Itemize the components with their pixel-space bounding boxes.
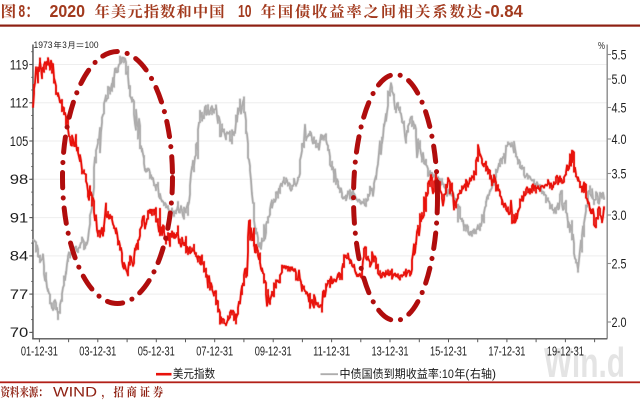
svg-text:05-12-31: 05-12-31 <box>138 345 175 359</box>
svg-text:17-12-31: 17-12-31 <box>488 345 525 359</box>
svg-text:19-12-31: 19-12-31 <box>547 345 584 359</box>
svg-text:3.5: 3.5 <box>612 165 627 181</box>
svg-text:4.0: 4.0 <box>612 131 627 147</box>
svg-text:77: 77 <box>10 286 29 302</box>
svg-text:105: 105 <box>10 133 29 149</box>
svg-text:98: 98 <box>10 171 29 187</box>
svg-text:119: 119 <box>10 56 29 72</box>
svg-text:91: 91 <box>10 209 29 225</box>
svg-text:13-12-31: 13-12-31 <box>372 345 409 359</box>
svg-text:100: 100 <box>85 40 99 50</box>
svg-text:03-12-31: 03-12-31 <box>79 345 116 359</box>
svg-text:Win.d: Win.d <box>544 339 625 386</box>
svg-text:WIND: WIND <box>53 385 97 400</box>
svg-text:): ) <box>492 369 496 381</box>
svg-text:84: 84 <box>10 248 29 264</box>
svg-text:01-12-31: 01-12-31 <box>21 345 58 359</box>
svg-text:112: 112 <box>10 95 29 111</box>
svg-text:10: 10 <box>238 1 252 21</box>
svg-text:3.0: 3.0 <box>612 207 627 223</box>
svg-text:07-12-31: 07-12-31 <box>196 345 233 359</box>
svg-text::10: :10 <box>439 369 454 381</box>
svg-text:3: 3 <box>62 40 66 50</box>
svg-text:=: = <box>76 40 84 50</box>
svg-text:70: 70 <box>10 324 29 340</box>
svg-text:09-12-31: 09-12-31 <box>255 345 292 359</box>
svg-text:2.5: 2.5 <box>612 255 627 271</box>
svg-text:2.0: 2.0 <box>612 314 627 330</box>
svg-text:5.5: 5.5 <box>612 46 627 62</box>
svg-text:%: % <box>598 41 605 52</box>
svg-text:15-12-31: 15-12-31 <box>430 345 467 359</box>
svg-text:8: 8 <box>19 1 26 21</box>
svg-text:5.0: 5.0 <box>612 71 627 87</box>
svg-text:4.5: 4.5 <box>612 99 627 115</box>
svg-text:11-12-31: 11-12-31 <box>313 345 350 359</box>
svg-text:(: ( <box>465 369 469 381</box>
svg-text:1973: 1973 <box>34 40 53 50</box>
svg-text:2020: 2020 <box>50 1 86 21</box>
svg-text:-0.84: -0.84 <box>485 1 523 21</box>
